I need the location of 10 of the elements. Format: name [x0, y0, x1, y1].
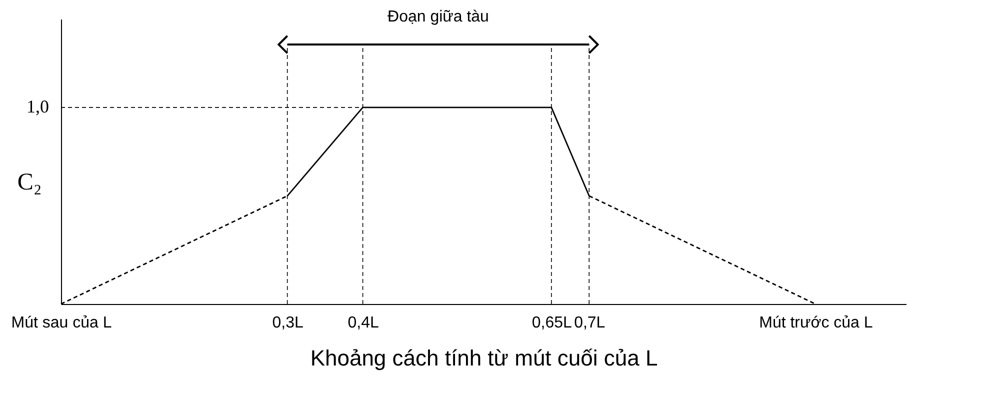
x-tick-label: Mút sau của L	[11, 314, 112, 332]
x-axis-title: Khoảng cách tính từ mút cuối của L	[310, 346, 658, 370]
ref-line-label: 1,0	[26, 96, 49, 116]
x-tick-label: 0,3L	[272, 314, 304, 332]
y-axis-title: C₂	[17, 170, 42, 196]
text: Đoạn giữa tàu	[388, 8, 489, 26]
x-tick-label: Mút trước của L	[759, 314, 873, 332]
x-tick-label: 0,4L	[348, 314, 379, 332]
x-tick-label: 0,7L	[574, 314, 606, 332]
x-tick-label: 0,65L	[532, 314, 572, 332]
